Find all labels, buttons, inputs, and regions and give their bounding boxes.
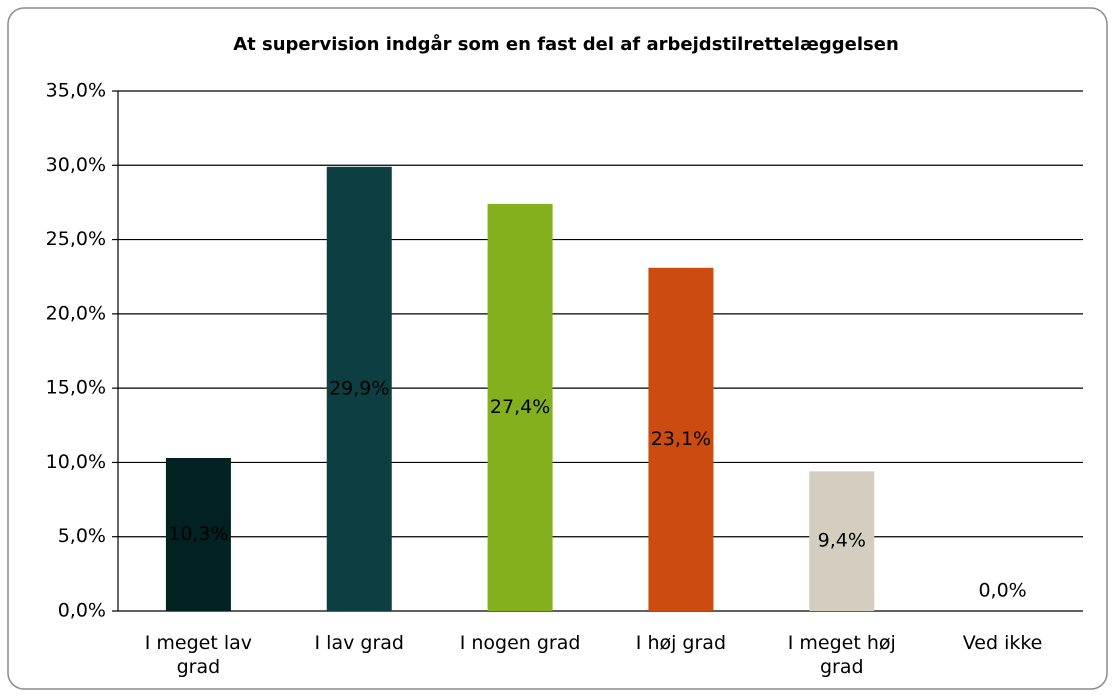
data-label: 27,4% bbox=[490, 396, 550, 418]
bar bbox=[487, 203, 553, 611]
x-tick-label: I nogen grad bbox=[459, 632, 581, 654]
bar bbox=[648, 267, 714, 611]
y-tick-label: 15,0% bbox=[46, 377, 106, 399]
chart-title: At supervision indgår som en fast del af… bbox=[233, 33, 899, 55]
y-tick-label: 25,0% bbox=[46, 228, 106, 250]
bar bbox=[326, 166, 392, 611]
y-tick-label: 30,0% bbox=[46, 154, 106, 176]
x-tick-label: I meget lav grad bbox=[144, 632, 253, 678]
y-tick-label: 35,0% bbox=[46, 80, 106, 102]
bar bbox=[165, 457, 231, 611]
y-tick-label: 20,0% bbox=[46, 302, 106, 324]
data-label: 9,4% bbox=[818, 530, 866, 552]
x-tick-label: Ved ikke bbox=[962, 632, 1043, 654]
y-tick-label: 0,0% bbox=[58, 600, 106, 622]
x-tick-label: I høj grad bbox=[635, 632, 727, 654]
y-tick-label: 10,0% bbox=[46, 451, 106, 473]
bar bbox=[809, 471, 875, 611]
data-label: 29,9% bbox=[329, 377, 389, 399]
y-tick-label: 5,0% bbox=[58, 525, 106, 547]
data-label: 23,1% bbox=[651, 428, 711, 450]
x-tick-label: I meget høj grad bbox=[787, 632, 896, 678]
data-label: 0,0% bbox=[978, 580, 1026, 602]
x-tick-label: I lav grad bbox=[314, 632, 404, 654]
data-label: 10,3% bbox=[168, 523, 228, 545]
